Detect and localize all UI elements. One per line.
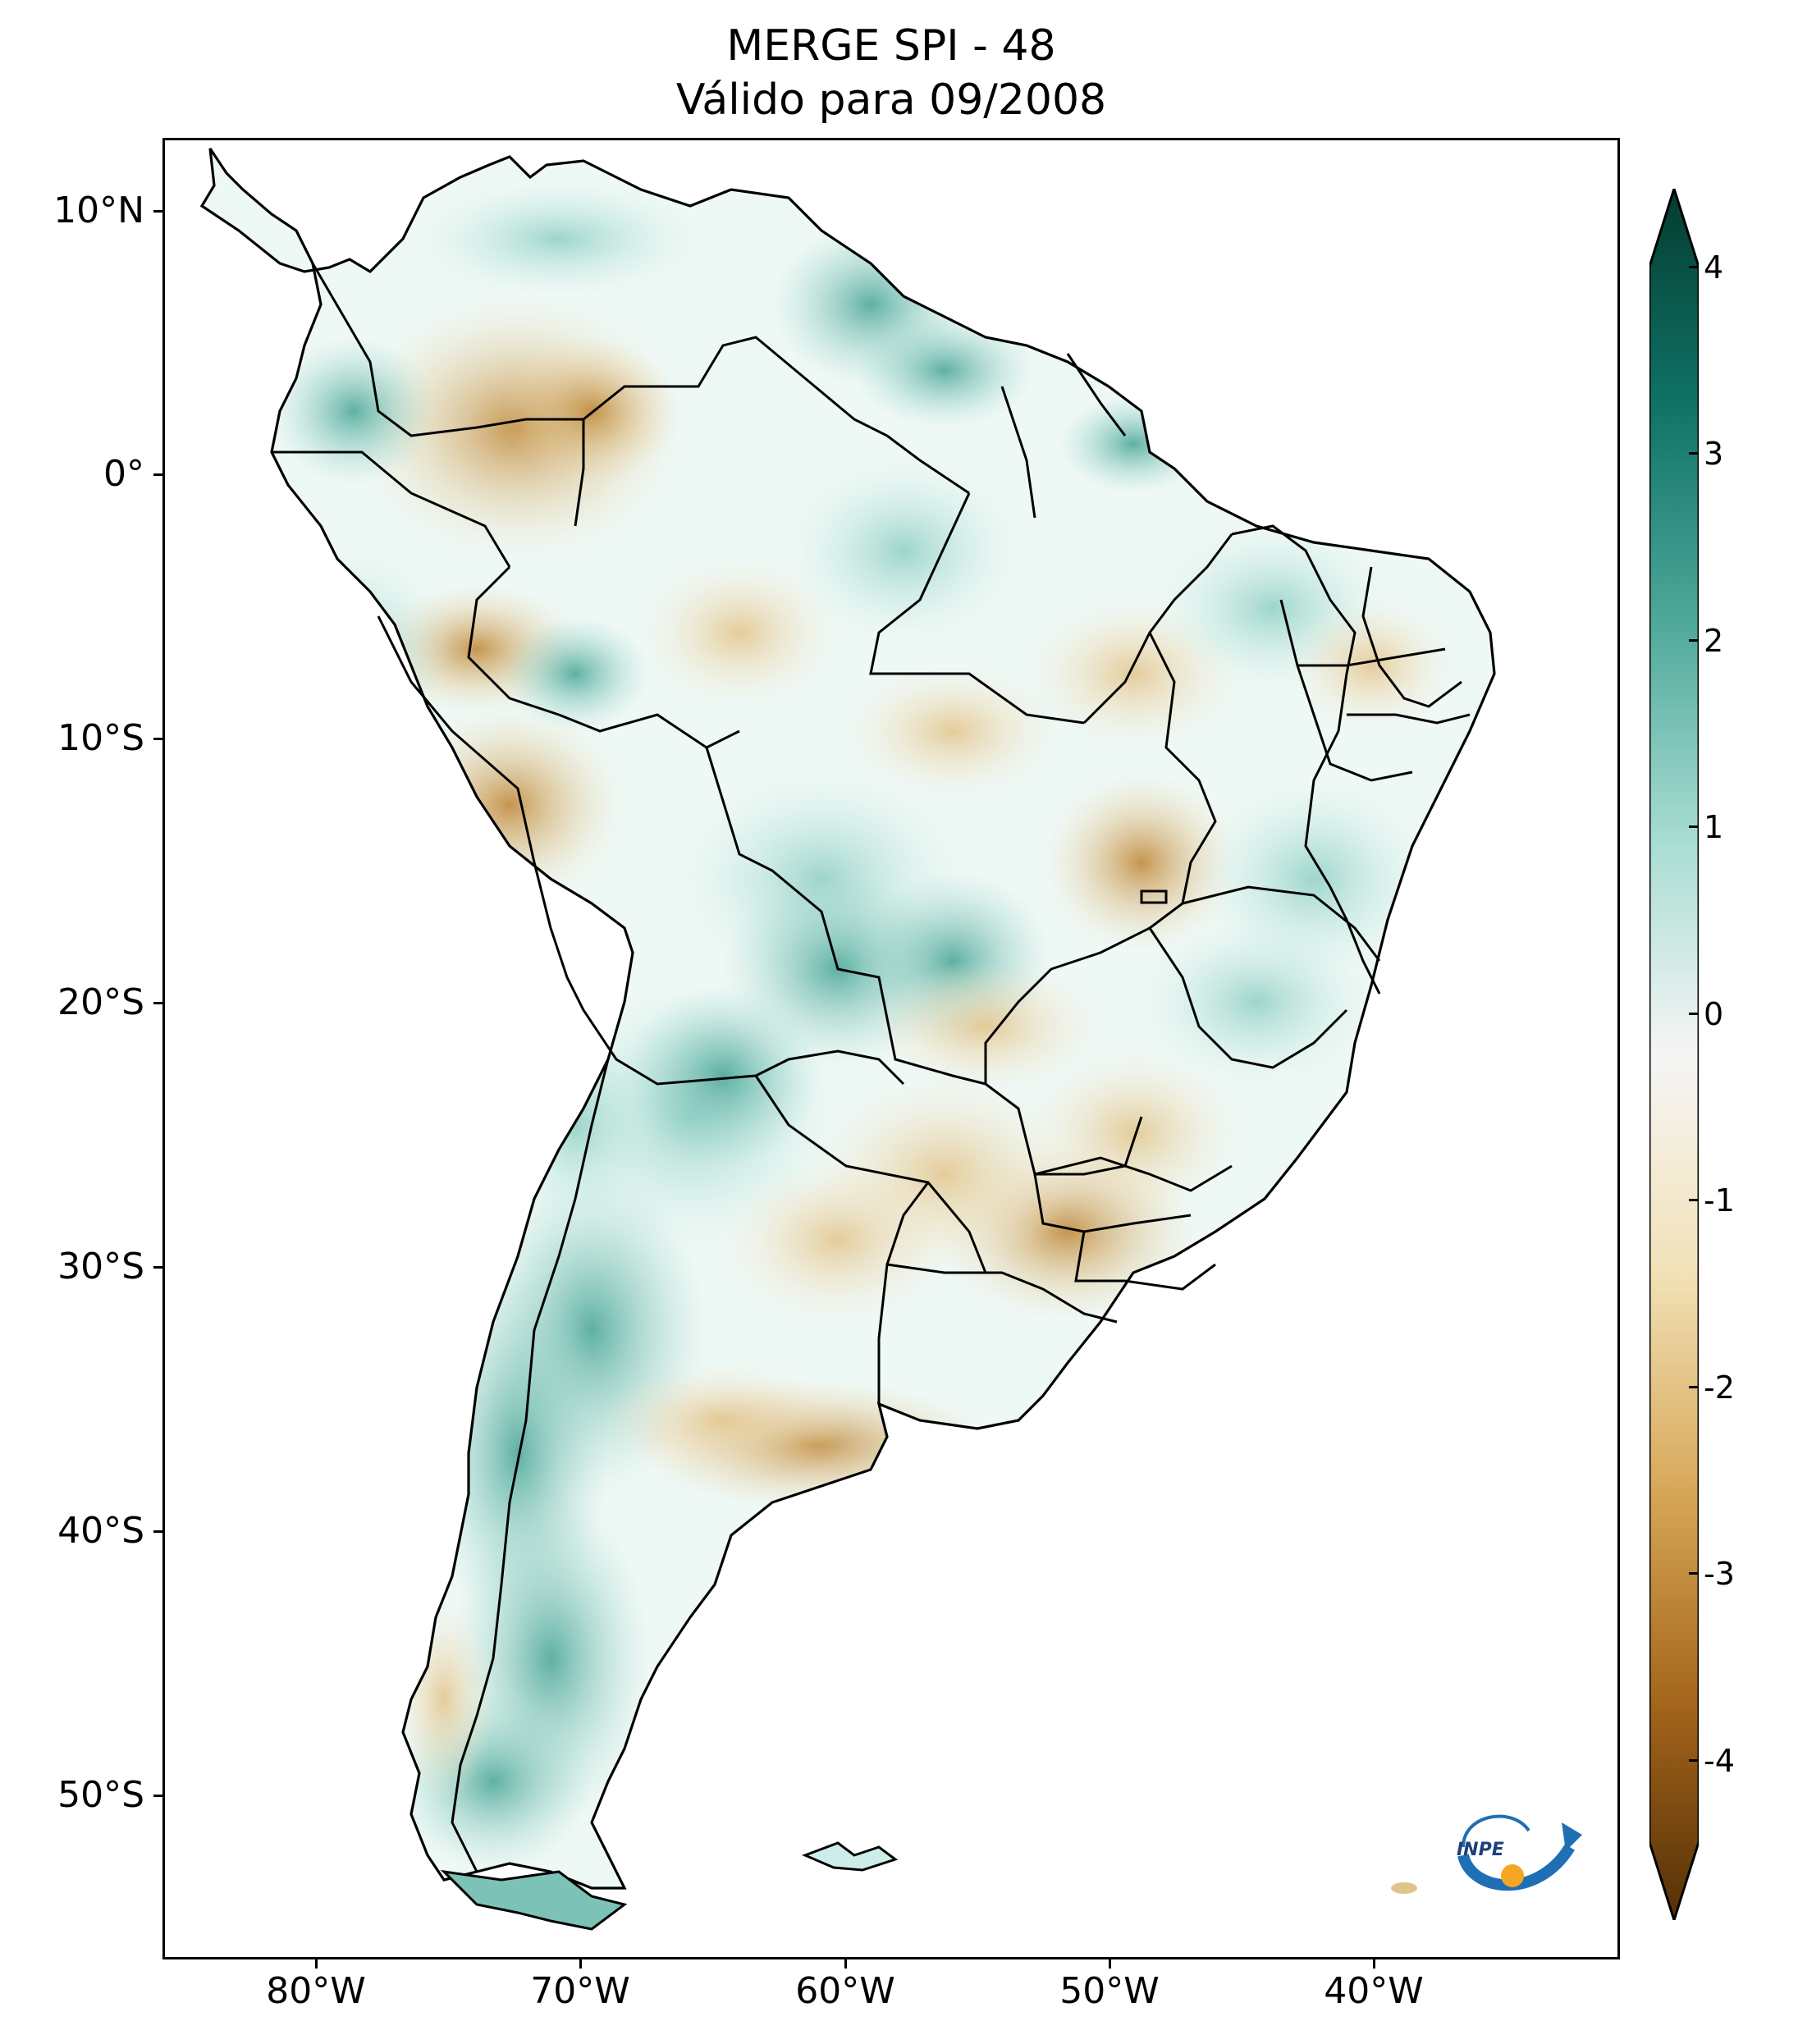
- colorbar-tick: [1689, 825, 1699, 828]
- lat-label-50s: 50°S: [57, 1774, 144, 1816]
- colorbar-tick: [1689, 452, 1699, 455]
- map-title: MERGE SPI - 48: [726, 21, 1056, 71]
- inpe-logo: INPE: [1457, 1814, 1582, 1891]
- map-area: INPE: [162, 138, 1620, 1959]
- colorbar-label: -2: [1704, 1370, 1735, 1406]
- lon-label-60w: 60°W: [795, 1970, 895, 2012]
- lat-tick: [153, 1002, 162, 1004]
- lat-label-20s: 20°S: [57, 981, 144, 1023]
- colorbar-tick: [1689, 1199, 1699, 1201]
- colorbar-label: 1: [1704, 809, 1724, 845]
- lake: [1140, 889, 1168, 904]
- lon-label-80w: 80°W: [266, 1970, 366, 2012]
- inpe-logo-text: INPE: [1457, 1840, 1504, 1860]
- lat-label-40s: 40°S: [57, 1510, 144, 1552]
- colorbar-label: 2: [1704, 623, 1724, 659]
- colorbar-label: 0: [1704, 996, 1724, 1032]
- colorbar-tick: [1689, 1013, 1699, 1015]
- lon-tick: [1109, 1959, 1111, 1969]
- lat-tick: [153, 1530, 162, 1533]
- falkland-islands: [801, 1841, 899, 1872]
- lat-tick: [153, 738, 162, 740]
- colorbar-tick: [1689, 266, 1699, 268]
- lat-tick: [153, 1266, 162, 1269]
- lon-label-50w: 50°W: [1059, 1970, 1160, 2012]
- lon-tick: [579, 1959, 582, 1969]
- lat-tick: [153, 473, 162, 476]
- lat-label-30s: 30°S: [57, 1246, 144, 1287]
- colorbar: [1649, 189, 1699, 1920]
- colorbar-bar: [1649, 189, 1699, 1920]
- south-america-map: [165, 140, 1617, 1957]
- colorbar-label: -1: [1704, 1182, 1735, 1219]
- borders: [272, 263, 1471, 1873]
- lat-label-10s: 10°S: [57, 717, 144, 759]
- tierra-del-fuego: [440, 1869, 628, 1931]
- lat-tick: [153, 1795, 162, 1797]
- colorbar-label: 4: [1704, 249, 1724, 286]
- colorbar-label: -3: [1704, 1556, 1735, 1592]
- lat-label-10n: 10°N: [53, 190, 144, 231]
- colorbar-tick: [1689, 1386, 1699, 1388]
- colorbar-tick: [1689, 1572, 1699, 1575]
- lon-tick: [844, 1959, 847, 1969]
- spi-field: [239, 181, 1453, 1872]
- map-subtitle: Válido para 09/2008: [675, 75, 1107, 125]
- lon-tick: [1373, 1959, 1375, 1969]
- lon-tick: [315, 1959, 318, 1969]
- lon-label-40w: 40°W: [1324, 1970, 1424, 2012]
- lat-tick: [153, 210, 162, 213]
- lon-label-70w: 70°W: [530, 1970, 630, 2012]
- colorbar-tick: [1689, 1759, 1699, 1762]
- colorbar-label: 3: [1704, 436, 1724, 472]
- lat-label-0: 0°: [103, 453, 144, 495]
- colorbar-tick: [1689, 639, 1699, 642]
- island-patch: [1391, 1882, 1417, 1894]
- colorbar-label: -4: [1704, 1743, 1735, 1779]
